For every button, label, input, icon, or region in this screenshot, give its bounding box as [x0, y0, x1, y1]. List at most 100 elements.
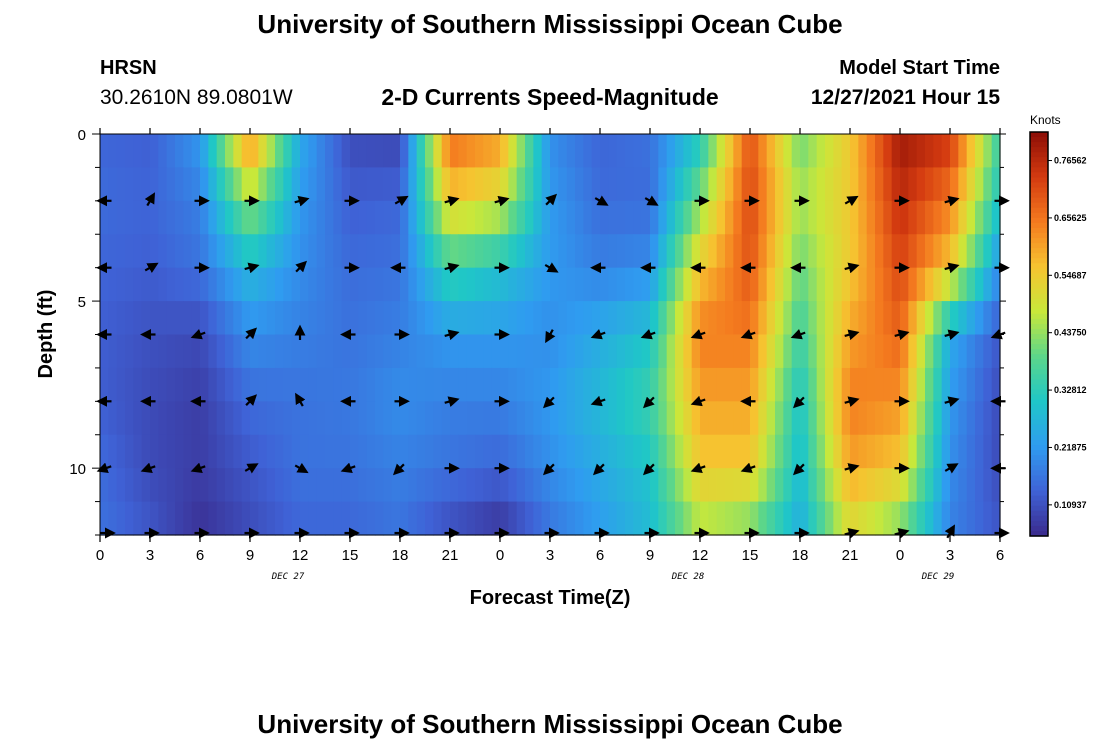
heatmap-cell: [700, 167, 709, 202]
heatmap-cell: [416, 334, 426, 369]
heatmap-cell: [675, 367, 684, 402]
heatmap-cell: [175, 200, 184, 235]
heatmap-cell: [916, 234, 926, 269]
heatmap-cell: [908, 468, 918, 503]
heatmap-cell: [591, 501, 601, 536]
heatmap-cell: [200, 367, 209, 402]
heatmap-cell: [508, 401, 518, 436]
heatmap-cell: [108, 468, 118, 503]
heatmap-cell: [600, 501, 609, 536]
heatmap-cell: [308, 468, 318, 503]
heatmap-cell: [866, 468, 876, 503]
heatmap-cell: [733, 334, 743, 369]
colorbar-segment: [1030, 440, 1048, 446]
heatmap-cell: [866, 434, 876, 469]
heatmap-cell: [433, 234, 443, 269]
heatmap-cell: [316, 367, 326, 402]
heatmap-cell: [966, 401, 976, 436]
heatmap-cell: [183, 134, 193, 169]
heatmap-cell: [541, 234, 551, 269]
heatmap-cell: [866, 234, 876, 269]
heatmap-cell: [925, 134, 934, 169]
heatmap-cell: [233, 267, 243, 302]
heatmap-cell: [458, 267, 468, 302]
heatmap-cell: [933, 134, 943, 169]
heatmap-cell: [950, 301, 959, 336]
heatmap-cell: [516, 200, 526, 235]
heatmap-cell: [175, 267, 184, 302]
heatmap-cell: [441, 267, 451, 302]
heatmap-cell: [366, 334, 376, 369]
heatmap-cell: [300, 301, 309, 336]
heatmap-cell: [491, 167, 501, 202]
heatmap-cell: [358, 501, 368, 536]
heatmap-cell: [425, 334, 434, 369]
heatmap-cell: [250, 367, 259, 402]
heatmap-cell: [183, 367, 193, 402]
current-vector-arrow: [190, 328, 206, 340]
y-tick-label: 10: [69, 461, 86, 478]
heatmap-cell: [150, 267, 159, 302]
heatmap-cell: [125, 234, 134, 269]
heatmap-cell: [550, 234, 559, 269]
heatmap-cell: [408, 234, 418, 269]
heatmap-cell: [841, 468, 851, 503]
heatmap-cell: [875, 501, 884, 536]
heatmap-cell: [483, 501, 493, 536]
heatmap-cell: [850, 367, 859, 402]
heatmap-cell: [800, 367, 809, 402]
heatmap-cell: [533, 301, 543, 336]
x-tick-label: 6: [596, 547, 604, 564]
heatmap-cell: [308, 434, 318, 469]
heatmap-cell: [858, 501, 868, 536]
colorbar-segment: [1030, 182, 1048, 189]
heatmap-cell: [241, 434, 251, 469]
heatmap-cell: [283, 134, 293, 169]
colorbar-segment: [1030, 409, 1048, 416]
heatmap-cell: [600, 468, 609, 503]
heatmap-cell: [633, 200, 643, 235]
current-vectors: [96, 192, 1010, 539]
heatmap-cell: [625, 167, 634, 202]
heatmap-cell: [208, 200, 218, 235]
current-vector-arrow: [944, 262, 960, 274]
heatmap-cell: [916, 501, 926, 536]
heatmap-cell: [458, 301, 468, 336]
heatmap-cell: [283, 367, 293, 402]
heatmap-cell: [766, 434, 776, 469]
heatmap-cell: [983, 434, 993, 469]
heatmap-cell: [208, 301, 218, 336]
heatmap-cell: [291, 468, 301, 503]
heatmap-cell: [608, 234, 618, 269]
heatmap-cell: [791, 434, 801, 469]
heatmap-cell: [750, 468, 759, 503]
heatmap-cell: [800, 134, 809, 169]
heatmap-cell: [391, 234, 401, 269]
current-vector-arrow: [140, 462, 156, 473]
heatmap-cell: [300, 334, 309, 369]
heatmap-cell: [550, 501, 559, 536]
colorbar-segment: [1030, 344, 1048, 350]
heatmap-cell: [900, 267, 909, 302]
heatmap-cell: [308, 134, 318, 169]
heatmap-cell: [558, 301, 568, 336]
heatmap-cell: [233, 167, 243, 202]
heatmap-cell: [116, 334, 126, 369]
heatmap-cell: [733, 200, 743, 235]
heatmap-cell: [533, 267, 543, 302]
current-vector-arrow: [544, 262, 559, 273]
current-vector-arrow: [444, 195, 460, 207]
heatmap-cell: [416, 200, 426, 235]
y-tick-label: 0: [78, 127, 86, 144]
colorbar-segment: [1030, 217, 1048, 224]
heatmap-cell: [125, 501, 134, 536]
colorbar-segment: [1030, 520, 1048, 527]
heatmap-cell: [150, 468, 159, 503]
heatmap-cell: [175, 167, 184, 202]
heatmap-cell: [616, 434, 626, 469]
heatmap-cell: [750, 267, 759, 302]
heatmap-cell: [650, 401, 659, 436]
heatmap-cell: [500, 367, 509, 402]
heatmap-cell: [841, 134, 851, 169]
x-tick-label: 21: [842, 547, 859, 564]
